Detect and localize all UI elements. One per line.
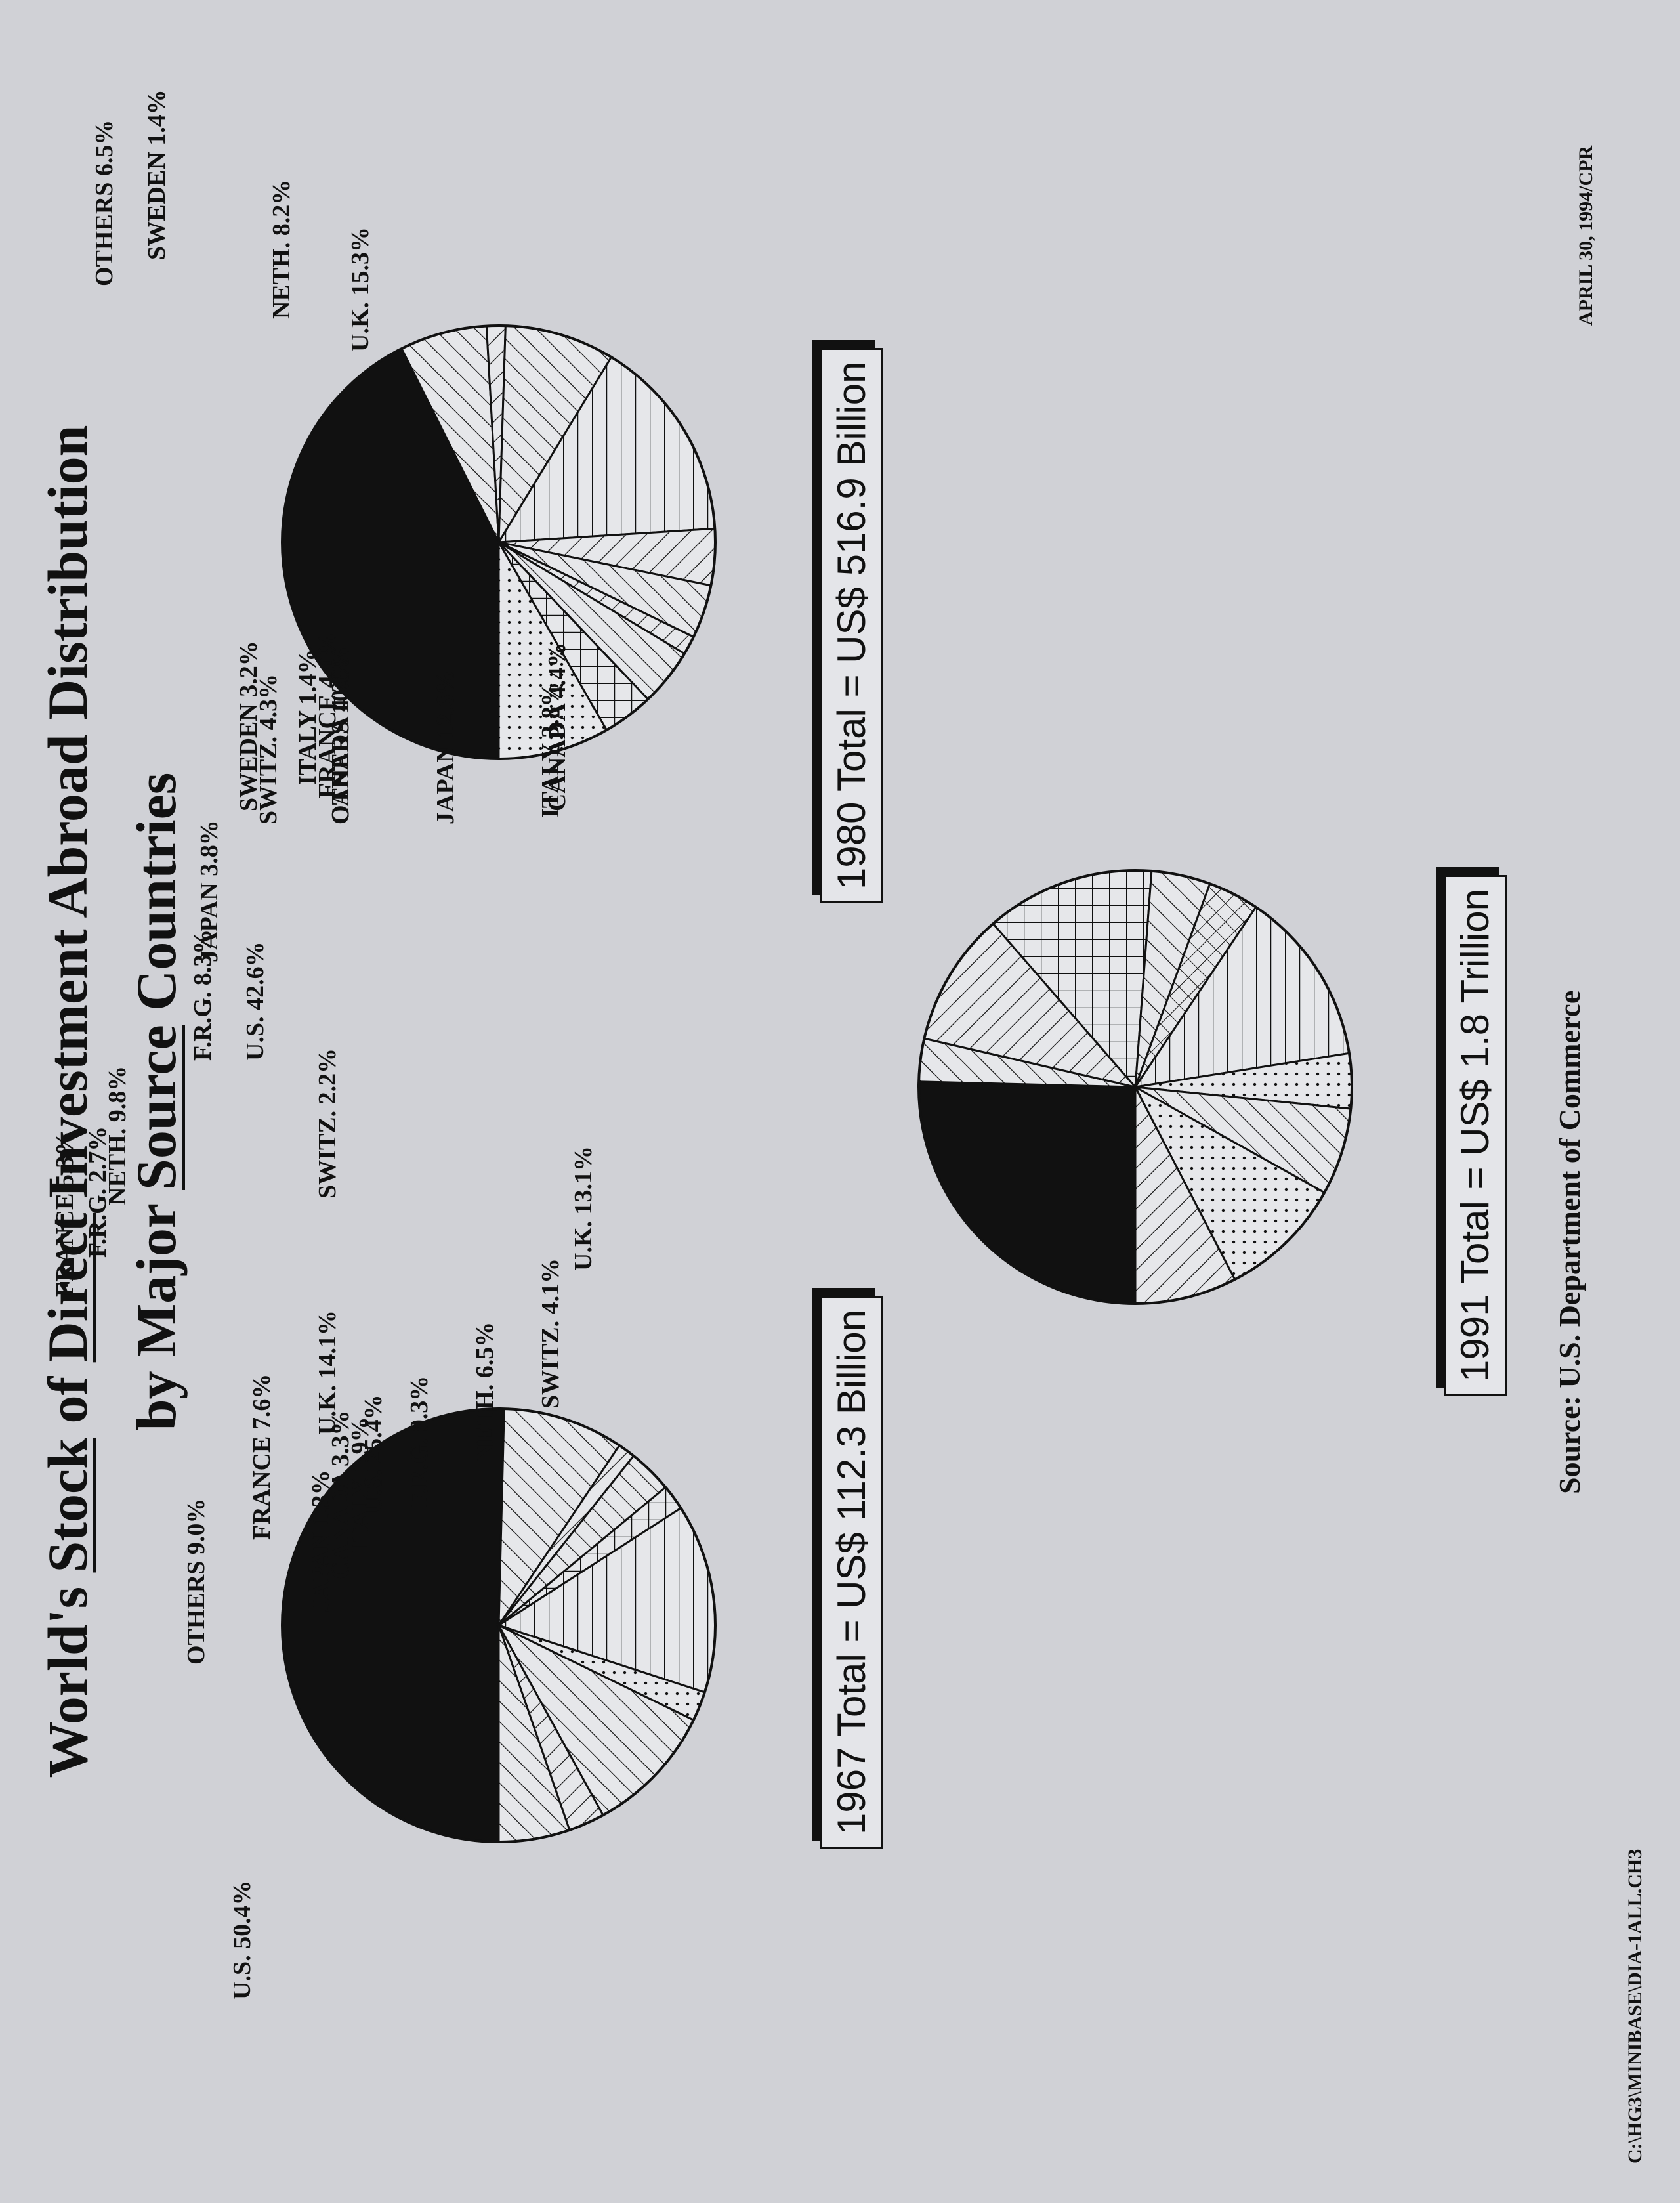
slice-label-1967-frg: F.R.G. 2.7% bbox=[84, 1126, 112, 1258]
slice-label-1991-sweden: SWEDEN 3.2% bbox=[235, 641, 262, 811]
slice-label-1991-us: U.S. 25.4% bbox=[360, 1394, 387, 1514]
slice-label-1991-frg: F.R.G. 9.3% bbox=[406, 1375, 433, 1507]
slice-label-1967-others: OTHERS 9.0% bbox=[182, 1498, 210, 1665]
slice-label-1991-neth: NETH. 6.5% bbox=[471, 1321, 499, 1461]
source-note: Source: U.S. Department of Commerce bbox=[1553, 990, 1586, 1494]
slice-label-1980-us: U.S. 42.6% bbox=[242, 941, 269, 1061]
slice-label-1991-others: OTHERS 10.0% bbox=[327, 645, 354, 824]
slice-label-1980-italy: ITALY 1.4% bbox=[294, 649, 322, 785]
slice-label-1991-italy: ITALY 3.8% bbox=[537, 681, 564, 818]
slice-label-1967-us: U.S. 50.4% bbox=[228, 1880, 256, 2000]
chart-1967-total-box: 1967 Total = US$ 112.3 Billion bbox=[820, 1295, 883, 1849]
slice-label-1967-switz: SWITZ. 2.2% bbox=[314, 1048, 341, 1199]
pie-outline-1967 bbox=[281, 1407, 717, 1843]
slice-label-1967-france: FRANCE 5.3% bbox=[51, 1130, 79, 1297]
chart-1980-total-box: 1980 Total = US$ 516.9 Billion bbox=[820, 347, 883, 903]
slice-label-1991-france: FRANCE 7.6% bbox=[248, 1373, 276, 1540]
slice-label-1980-frg: F.R.G. 8.3% bbox=[189, 929, 217, 1061]
pie-slice-1991-us bbox=[917, 1080, 1137, 1305]
slice-label-1980-others: OTHERS 6.5% bbox=[91, 119, 118, 286]
slice-label-1980-uk: U.K. 15.3% bbox=[346, 227, 374, 352]
slice-label-1980-neth: NETH. 8.2% bbox=[268, 179, 295, 319]
pie-outline-1980 bbox=[281, 324, 717, 760]
slice-label-1980-sweden: SWEDEN 1.4% bbox=[143, 89, 171, 260]
slice-label-1991-japan: JAPAN 12.6% bbox=[432, 670, 459, 824]
pie-outline-1991 bbox=[917, 869, 1353, 1305]
chart-1991-total-box: 1991 Total = US$ 1.8 Trillion bbox=[1444, 874, 1507, 1396]
slice-label-1967-uk: U.K. 14.1% bbox=[314, 1310, 341, 1435]
footer-path: C:\HG3\MINIBASE\DIA-1ALL.CH3 bbox=[1624, 1849, 1646, 2164]
footer-date: APRIL 30, 1994/CPR bbox=[1575, 145, 1597, 326]
slice-label-1991-switz: SWITZ. 4.1% bbox=[537, 1258, 564, 1409]
slice-label-1991-uk: U.K. 13.1% bbox=[570, 1146, 597, 1271]
